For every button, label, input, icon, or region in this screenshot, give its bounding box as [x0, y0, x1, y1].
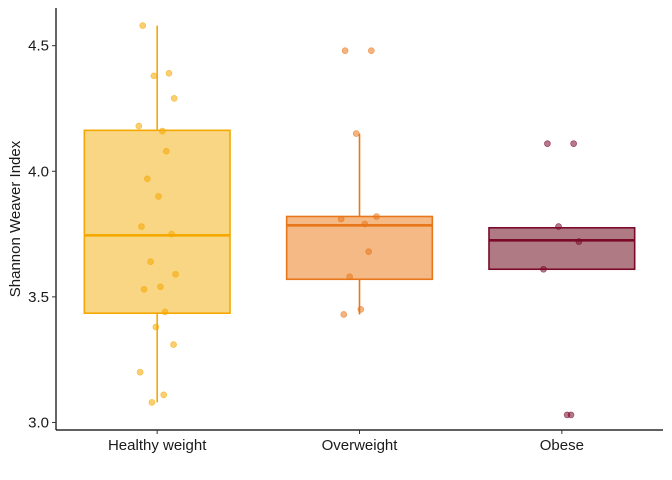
data-point [365, 248, 372, 255]
data-point [135, 122, 143, 130]
data-point [575, 238, 583, 245]
data-point [168, 230, 175, 238]
y-axis-ticks: 3.0 3.5 4.0 4.5 [28, 38, 56, 431]
box-group-obese [488, 140, 636, 419]
data-point [161, 308, 169, 316]
data-point [140, 286, 148, 293]
x-tick-label: Obese [540, 437, 584, 454]
data-point [152, 323, 160, 331]
x-tick-label: Overweight [322, 437, 399, 454]
box-iqr [285, 215, 434, 281]
x-tick-label: Healthy weight [108, 437, 207, 454]
data-point [147, 258, 154, 266]
data-point [170, 341, 177, 348]
data-point [170, 95, 178, 102]
y-tick-label: 3.5 [28, 289, 49, 306]
x-axis-ticks: Healthy weight Overweight Obese [108, 430, 584, 454]
data-point [165, 70, 173, 77]
data-point [163, 147, 170, 155]
data-point [555, 223, 562, 230]
y-axis-title: Shannon Weaver Index [7, 140, 24, 297]
data-point [368, 47, 375, 55]
y-tick-label: 4.5 [28, 38, 49, 55]
data-point [341, 47, 349, 55]
data-point [150, 72, 158, 80]
y-tick-label: 4.0 [28, 163, 49, 180]
box-group-overweight [285, 47, 434, 318]
box-iqr [488, 226, 636, 271]
data-point [148, 399, 156, 406]
data-point [352, 130, 360, 137]
plot-area [83, 22, 636, 419]
data-point [159, 127, 166, 135]
data-point [160, 391, 168, 399]
data-point [144, 175, 151, 183]
data-point [540, 265, 547, 273]
data-point [136, 368, 144, 376]
data-point [544, 140, 551, 147]
data-point [570, 140, 577, 147]
y-tick-label: 3.0 [28, 414, 49, 431]
data-point [157, 283, 164, 291]
data-point [139, 22, 147, 29]
data-point [172, 270, 179, 278]
data-point [340, 311, 348, 318]
data-point [357, 306, 365, 313]
box-iqr [83, 129, 231, 314]
data-point [361, 220, 369, 228]
data-point [138, 223, 145, 230]
data-point [346, 273, 353, 281]
data-point [155, 193, 162, 200]
box-group-healthy-weight [83, 22, 231, 406]
data-point [567, 411, 575, 419]
data-point [373, 213, 380, 220]
data-point [337, 215, 345, 223]
